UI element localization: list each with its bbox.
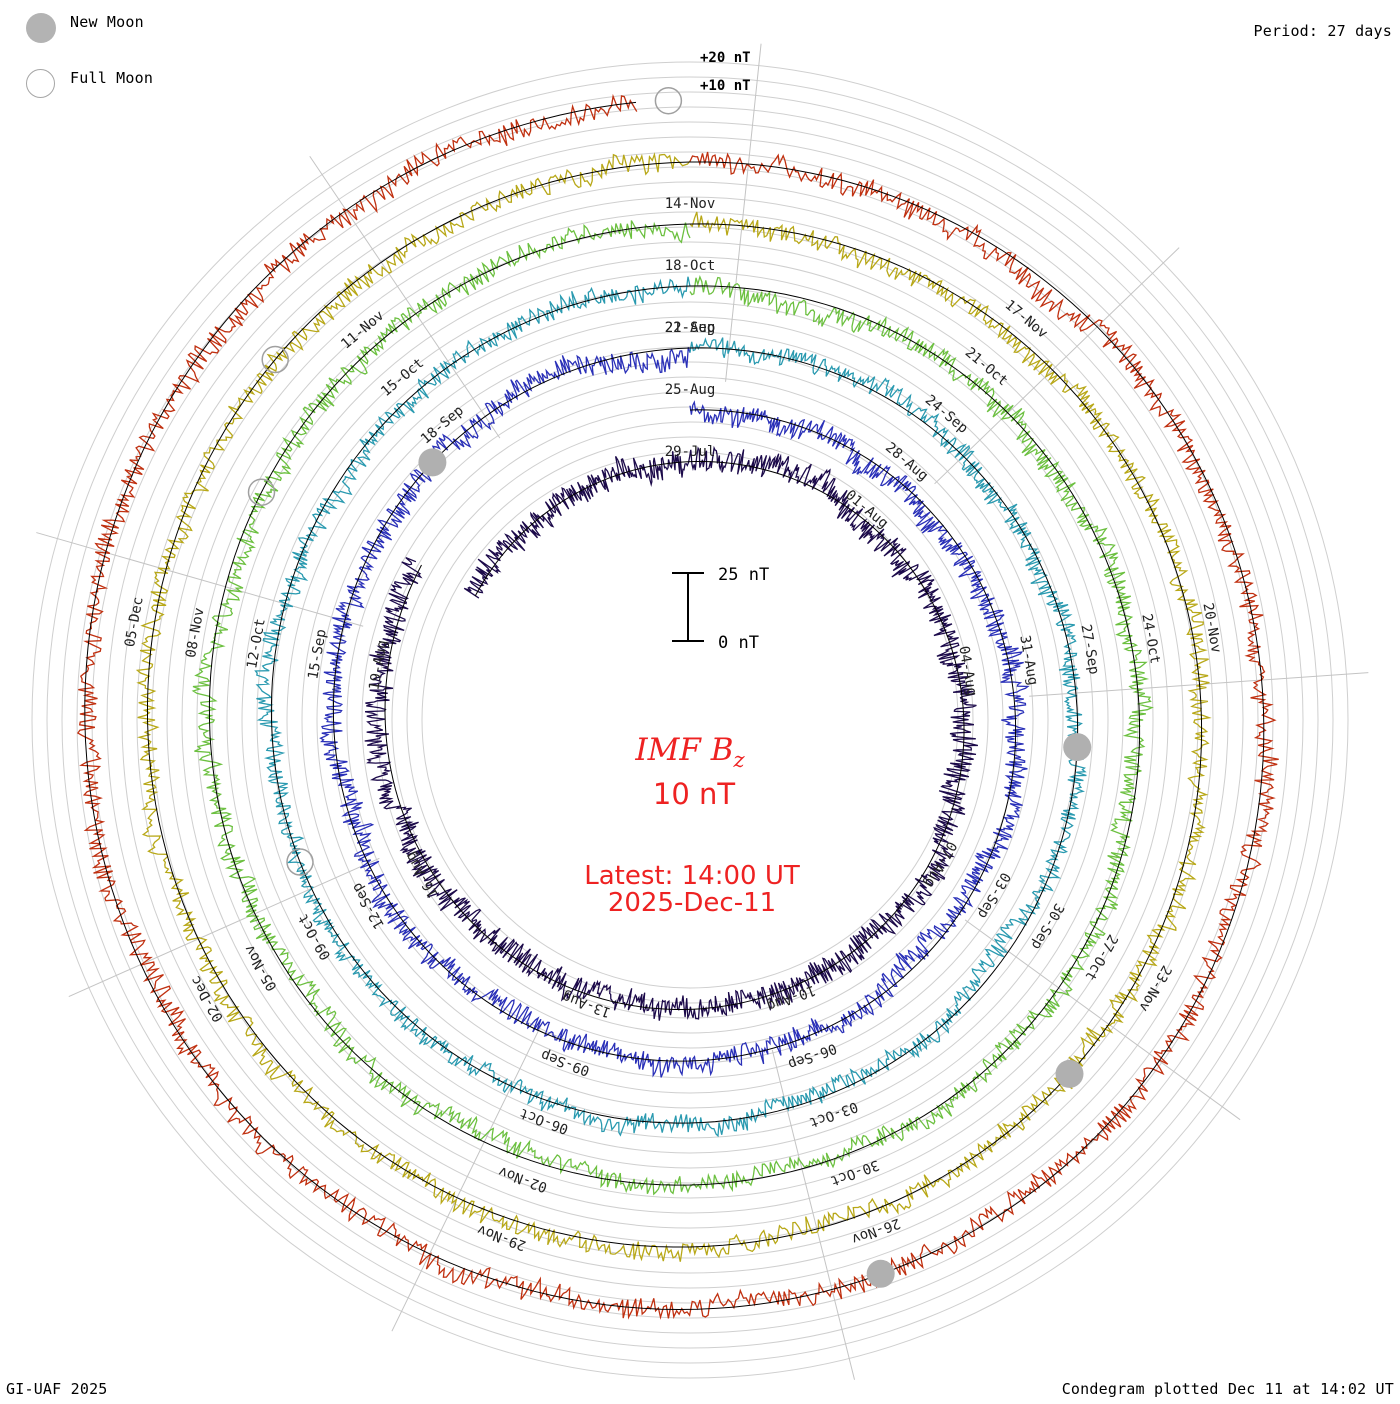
grid-circle [151,181,1229,1259]
chart-title: IMF Bz [634,732,745,772]
grid-circle [316,346,1064,1094]
date-label: 29-Jul [665,444,716,460]
scale-label: 10 nT [653,777,735,811]
new-moon-marker [418,448,447,477]
grid-circle [346,376,1034,1064]
grid-circle [406,436,974,1004]
date-label: 28-Aug [882,440,931,485]
zero-line-ring-5 [84,101,1265,1311]
scale-bar: 25 nT 0 nT [672,565,769,653]
grid-circle [361,391,1019,1049]
date-label: 26-Nov [849,1215,902,1247]
date-label: 21-Sep [665,320,716,336]
date-label: 22-Aug [665,320,716,336]
date-label: 18-Oct [665,258,716,274]
date-label: 30-Sep [1028,900,1067,952]
date-label: 08-Nov [183,607,208,660]
date-label: 03-Sep [974,869,1013,921]
ring-label-plus10: +10 nT [700,78,751,94]
bz-trace-ring-1 [319,347,1030,1078]
grid-circle [61,91,1319,1349]
date-label: 25-Aug [665,382,716,398]
grid-circle [136,166,1244,1274]
period-label: Period: 27 days [1253,22,1392,40]
day-spoke [68,857,380,998]
date-label: 24-Oct [1138,613,1163,666]
bz-trace-ring-4 [135,152,1212,1262]
day-spoke [309,155,501,439]
latest-time: Latest: 14:00 UT [584,861,800,891]
new-moon-marker [866,1259,895,1288]
day-spoke [1029,672,1369,697]
bz-trace-ring-2 [254,276,1087,1138]
date-label: 20-Nov [1199,602,1224,655]
date-label: 06-Oct [518,1105,571,1137]
date-label: 30-Oct [828,1156,881,1188]
grid-circle [241,271,1139,1169]
new-moon-legend-icon [26,13,56,43]
grid-circle [31,61,1349,1379]
full-moon-marker [261,345,289,374]
date-label: 14-Nov [665,196,716,212]
moon-markers [247,86,1092,1288]
day-spoke [36,532,364,627]
new-moon-marker [1055,1059,1084,1088]
full-moon-legend-label: Full Moon [70,69,154,87]
day-spoke [725,43,762,382]
zero-line-ring-1 [332,347,1017,1062]
new-moon-marker [1063,733,1092,762]
date-label: 15-Oct [378,355,427,400]
grid-circle [256,286,1124,1154]
zero-line-ring-2 [270,285,1079,1124]
grid-circle [226,256,1154,1184]
scale-bar-bottom-label: 0 nT [718,633,759,653]
full-moon-marker [286,848,314,876]
credit-label: GI-UAF 2025 [6,1380,108,1398]
full-moon-marker [247,478,276,506]
ring-label-plus20: +20 nT [700,50,751,66]
day-spoke [391,1025,542,1332]
grid-circle [301,331,1079,1109]
latest-date: 2025-Dec-11 [608,888,776,918]
zero-line-ring-4 [147,161,1203,1248]
grid-circle [391,421,989,1019]
zero-line-ring-3 [208,223,1141,1186]
grid-circle [286,316,1094,1124]
new-moon-legend-label: New Moon [70,13,144,31]
scale-bar-top-label: 25 nT [718,565,769,585]
date-label: 12-Oct [244,617,269,670]
full-moon-legend-icon [26,69,55,98]
zero-line-ring-0 [384,461,965,1010]
day-spokes [36,43,1369,1380]
grid-circle [121,151,1259,1289]
chart-title-subscript: z [733,748,746,772]
chart-title-main: IMF B [634,732,733,768]
date-label: 31-Aug [1016,634,1041,687]
bz-trace-ring-5 [76,93,1279,1320]
date-label: 12-Sep [349,880,388,932]
grid-circle [196,226,1184,1214]
grid-circle [376,406,1004,1034]
grid-circle [331,361,1049,1079]
plotted-timestamp: Condegram plotted Dec 11 at 14:02 UT [1061,1380,1394,1398]
date-label: 23-Nov [1135,962,1174,1014]
bz-traces [76,93,1279,1320]
grid-circle [166,196,1214,1244]
date-label: 04-Aug [955,645,980,698]
day-spoke [934,247,1180,485]
full-moon-marker [654,86,683,115]
grid-circle [76,106,1304,1334]
grid-circle [46,76,1334,1364]
bz-trace-ring-0 [364,445,979,1021]
grid-circle [106,136,1274,1304]
day-spoke [964,919,1241,1121]
